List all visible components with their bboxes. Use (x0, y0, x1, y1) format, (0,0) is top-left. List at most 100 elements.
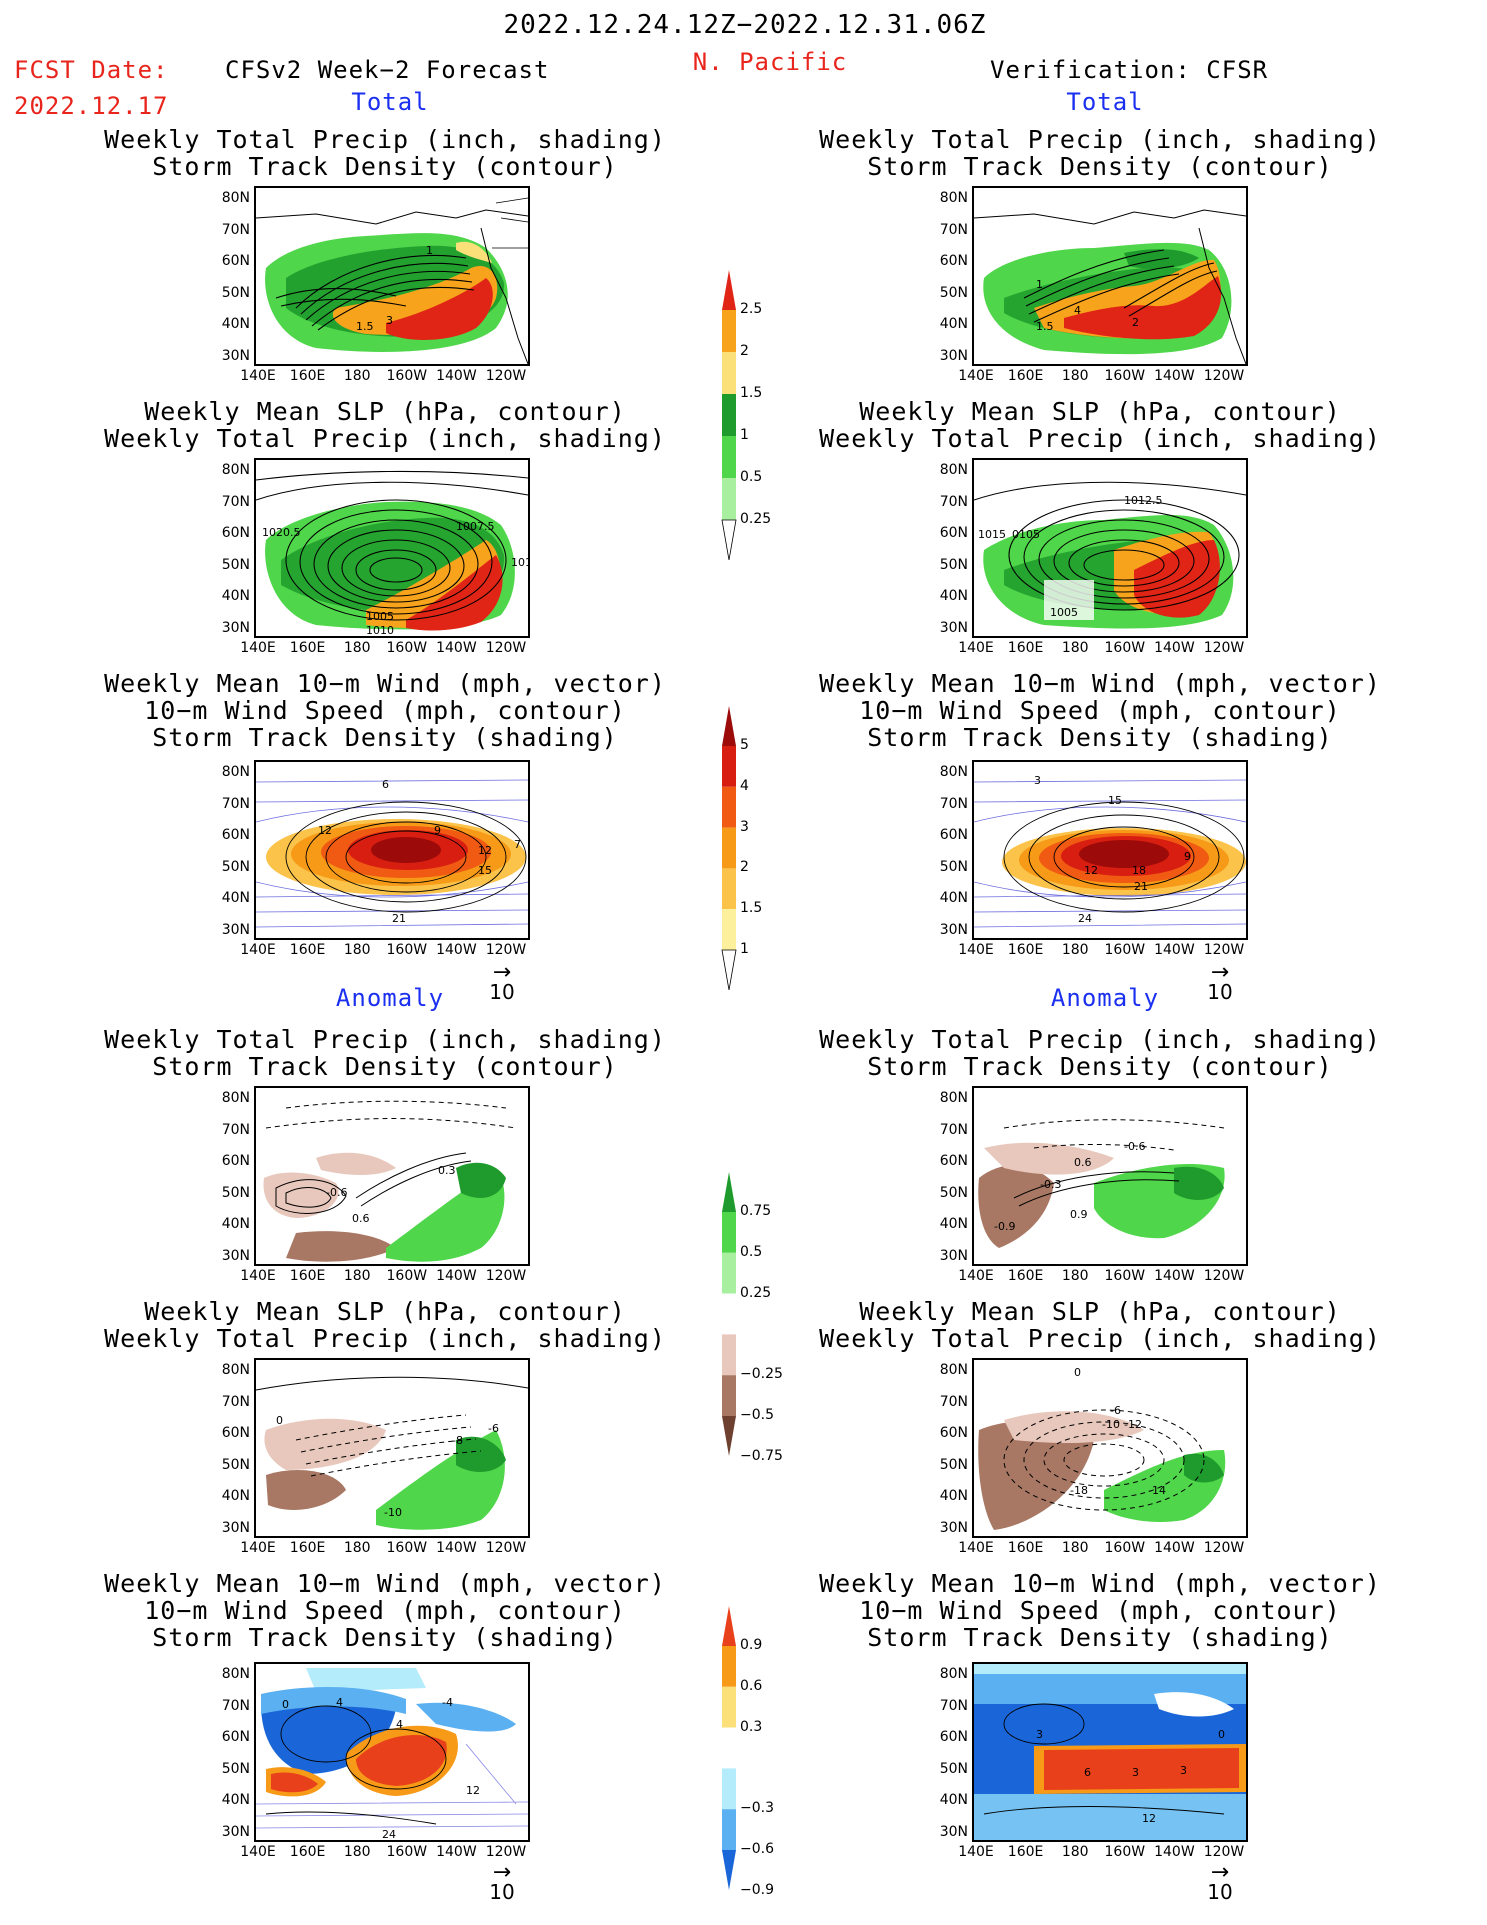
lat-tick-label: 50N (939, 1456, 968, 1473)
contour-label: 0 (1074, 1366, 1081, 1379)
lat-tick-label: 60N (221, 1729, 250, 1746)
map-fc-total-slp: 1020.5 1007.5 101 1005 1010 (254, 458, 530, 638)
contour-label: 1015 (978, 528, 1006, 541)
lat-tick-label: 50N (939, 1184, 968, 1201)
lon-tick-label: 140E (958, 1268, 994, 1284)
map-vf-total-precip: 1 1.5 4 2 (972, 186, 1248, 366)
panel-title-fc-anom-precip: Weekly Total Precip (inch, shading) Stor… (104, 1025, 666, 1081)
lon-tick-label: 160E (289, 942, 326, 958)
lat-tick-label: 60N (221, 253, 250, 270)
panel-title-vf-anom-wind: Weekly Mean 10−m Wind (mph, vector) 10−m… (819, 1569, 1381, 1652)
lat-tick-label: 50N (221, 1456, 250, 1473)
contour-label: 0 (276, 1414, 283, 1427)
lat-tick-label: 80N (939, 764, 968, 780)
lon-tick-label: 160E (289, 368, 326, 384)
contour-label: 6 (1084, 1766, 1091, 1779)
colorbar-segment (721, 519, 737, 560)
lat-tick-label: 80N (939, 462, 968, 478)
colorbar-tick-label: 0.25 (740, 1284, 772, 1301)
lat-tick-label: 40N (939, 1792, 968, 1809)
vector-reference-vf-total: → 10 (1200, 962, 1240, 1005)
contour-label: -10 (1102, 1418, 1120, 1431)
colorbar-segment (722, 1334, 736, 1376)
colorbar-tick-label: 3 (740, 818, 749, 835)
lon-tick-label: 120W (485, 1268, 527, 1284)
lat-tick-label: 40N (221, 588, 250, 605)
lat-tick-label: 80N (221, 1362, 250, 1378)
lon-tick-label: 160W (1104, 1540, 1146, 1556)
colorbar-segment (722, 478, 736, 520)
map-vf-anom-precip: -0.6 0.6 -0.3 0.9 -0.9 (972, 1086, 1248, 1266)
contour-label: 1007.5 (456, 520, 495, 533)
lon-tick-label: 180 (1061, 1268, 1089, 1284)
lat-tick-label: 80N (939, 190, 968, 206)
lat-tick-label: 60N (939, 827, 968, 844)
lon-tick-label: 120W (1203, 1540, 1245, 1556)
lat-tick-label: 70N (939, 1697, 968, 1714)
lon-tick-label: 160E (289, 640, 326, 656)
region-label: N. Pacific (692, 48, 848, 76)
lat-tick-label: 50N (221, 1760, 250, 1777)
contour-label: 0 (282, 1698, 289, 1711)
colorbar-tick-label: −0.25 (740, 1366, 783, 1383)
fcst-date-label: FCST Date: (14, 56, 169, 84)
lon-tick-label: 140E (240, 942, 276, 958)
lon-tick-label: 120W (485, 1844, 527, 1860)
lat-tick-label: 40N (221, 1488, 250, 1505)
contour-label: 4 (1074, 304, 1081, 317)
contour-label: 1020.5 (262, 526, 301, 539)
contour-label: 0.3 (438, 1164, 456, 1177)
colorbar-tick-label: −0.9 (740, 1881, 774, 1898)
colorbar-tick-label: 4 (740, 777, 749, 794)
lon-tick-label: 180 (1061, 640, 1089, 656)
lat-tick-label: 60N (221, 525, 250, 542)
lat-tick-label: 40N (939, 890, 968, 907)
contour-label: 1012.5 (1124, 494, 1163, 507)
lon-tick-label: 140W (1154, 1268, 1195, 1284)
lon-tick-label: 140E (240, 1540, 276, 1556)
lat-tick-label: 80N (221, 1666, 250, 1682)
colorbar-segment (722, 1809, 736, 1850)
lon-tick-label: 160W (386, 1268, 428, 1284)
colorbar-tick-label: 0.3 (740, 1718, 763, 1735)
total-label-forecast: Total (351, 88, 429, 116)
contour-label: 0105 (1012, 528, 1040, 541)
lat-tick-label: 40N (221, 890, 250, 907)
lat-tick-label: 40N (939, 1488, 968, 1505)
contour-label: -18 (1070, 1484, 1088, 1497)
colorbar-tick-label: 1.5 (740, 385, 763, 401)
map-vf-total-wind: 3 15 9 12 18 21 24 (972, 760, 1248, 940)
lon-tick-label: 180 (343, 1844, 371, 1860)
colorbar-total-precip: 2.5 2 1.5 1 0.5 0.25 (720, 270, 771, 560)
lon-tick-label: 140W (436, 368, 477, 384)
contour-label: 12 (466, 1784, 480, 1797)
lon-tick-label: 140W (1154, 368, 1195, 384)
lon-tick-label: 140W (1154, 1844, 1195, 1860)
contour-label: 2 (1132, 316, 1139, 329)
contour-label: 0.9 (1070, 1208, 1088, 1221)
lat-tick-label: 60N (939, 1153, 968, 1170)
colorbar-segment (722, 1416, 736, 1456)
contour-label: -10 (384, 1506, 402, 1519)
colorbar-segment (722, 1850, 736, 1890)
lat-tick-label: 70N (939, 1121, 968, 1138)
contour-label: 18 (1132, 864, 1146, 877)
colorbar-tick-label: −0.6 (740, 1841, 774, 1857)
lat-tick-label: 70N (221, 1121, 250, 1138)
lat-tick-label: 30N (939, 1520, 968, 1536)
lon-tick-label: 140W (436, 640, 477, 656)
panel-title-vf-total-wind: Weekly Mean 10−m Wind (mph, vector) 10−m… (819, 669, 1381, 752)
contour-label: 9 (434, 824, 441, 837)
colorbar-tick-label: 1.5 (740, 900, 763, 917)
lat-tick-label: 30N (939, 922, 968, 938)
contour-label: 15 (478, 864, 492, 877)
contour-label: 12 (318, 824, 332, 837)
contour-label: 4 (336, 1696, 343, 1709)
vector-reference-fc-anom: → 10 (482, 1862, 522, 1905)
lat-tick-label: 30N (221, 1248, 250, 1264)
colorbar-tick-label: 1 (740, 427, 749, 443)
lat-tick-label: 80N (939, 1666, 968, 1682)
lat-tick-label: 80N (221, 462, 250, 478)
lon-tick-label: 180 (343, 942, 371, 958)
lon-tick-label: 160W (1104, 1268, 1146, 1284)
